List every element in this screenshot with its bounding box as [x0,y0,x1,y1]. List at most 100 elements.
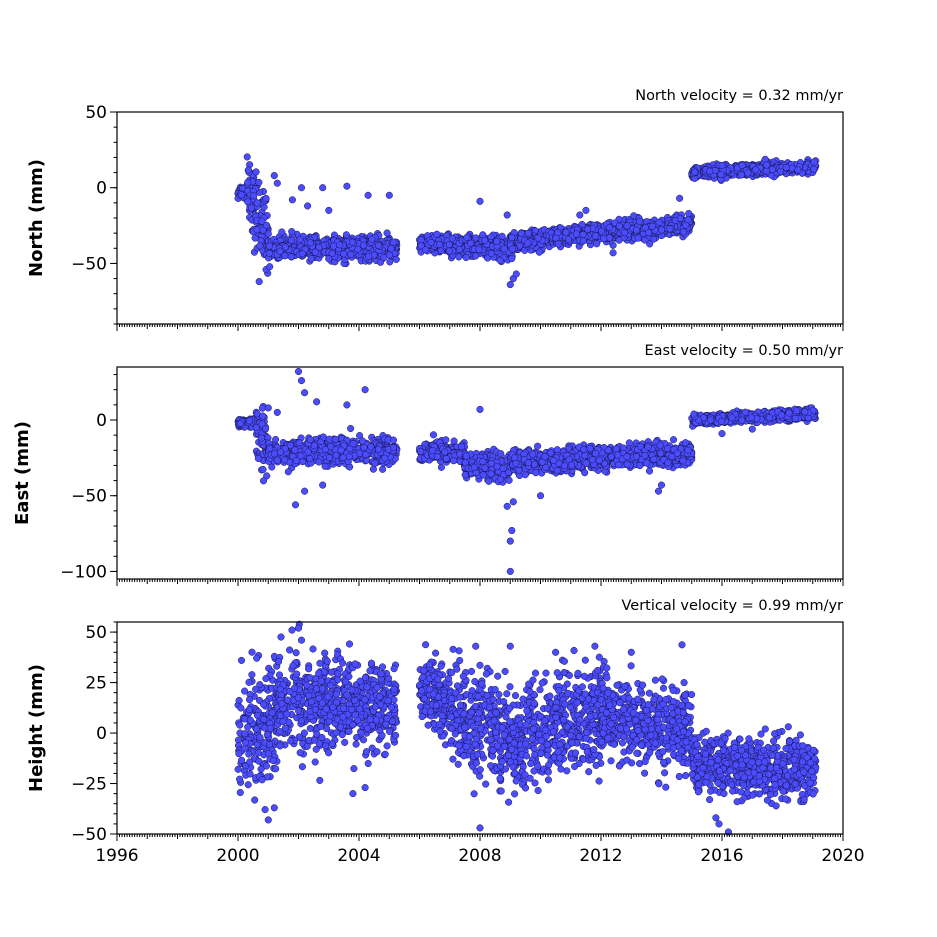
east-data-point [236,419,244,427]
north-outlier-point [255,278,263,286]
east-data-point [306,455,314,463]
east-data-point [276,448,285,456]
east-data-point [428,447,437,455]
north-data-point [278,228,286,236]
north-data-point [383,229,391,237]
north-data-point [564,236,573,244]
east-data-point [461,459,469,467]
east-data-point [345,453,353,461]
east-data-point [284,468,292,476]
north-data-point [386,258,394,266]
north-data-point [648,222,656,230]
north-ytick-label: −50 [71,254,107,274]
north-data-point [634,234,642,242]
north-data-point [265,249,273,257]
north-data-point [368,235,376,243]
north-data-point [387,245,395,253]
north-data-point [472,252,480,260]
north-data-point [810,165,818,173]
east-data-point [499,464,507,473]
east-data-point [461,471,469,479]
east-data-point [433,452,441,461]
north-data-point [463,233,471,241]
north-data-point [462,253,470,262]
east-data-point [669,436,678,444]
east-data-point [356,449,364,457]
north-outlier-point [476,197,484,205]
north-data-point [524,229,532,237]
east-velocity-label: East velocity = 0.50 mm/yr [644,343,843,359]
north-outlier-point [576,211,584,219]
east-data-point [481,464,489,472]
north-data-point [481,236,489,244]
north-outlier-point [319,184,327,192]
north-data-point [752,166,760,174]
east-data-point [389,436,398,444]
north-data-point [296,236,304,244]
north-data-point [621,229,629,237]
east-data-point [441,448,449,456]
north-data-point [244,166,252,174]
east-data-point [273,456,282,464]
north-data-point [579,230,587,239]
east-data-point [456,450,464,458]
east-data-point [442,455,450,463]
east-data-point [262,425,270,433]
east-data-point [254,454,262,462]
north-data-point [276,247,284,255]
north-data-point [435,240,443,248]
north-data-point [717,170,725,178]
north-data-point [487,249,495,258]
north-data-point [392,255,400,263]
north-data-point [472,234,480,242]
east-data-point [457,442,465,450]
north-data-point [810,158,818,166]
north-data-point [253,199,261,207]
north-data-point [256,242,264,250]
north-data-point [340,250,348,258]
north-data-point [554,228,562,237]
north-data-point [244,198,252,206]
north-data-point [244,178,252,186]
east-data-point [325,435,333,443]
north-data-point [500,245,508,253]
east-data-point [450,437,458,445]
east-data-point [487,459,495,468]
north-data-point [311,248,319,256]
north-data-point [342,231,350,239]
north-data-point [365,252,373,260]
north-data-point [251,234,259,242]
east-data-point [258,404,266,412]
north-outlier-point [503,211,511,219]
north-data-point [258,217,266,225]
east-data-point [367,443,375,451]
north-data-point [307,255,315,263]
north-data-point [598,227,606,235]
north-ytick-label: 50 [85,103,107,123]
east-data-point [297,452,305,460]
north-data-point [306,239,314,247]
north-data-point [455,253,463,261]
east-data-point [462,452,470,460]
east-data-point [321,445,329,454]
north-data-point [562,228,570,236]
east-data-point [319,433,327,441]
north-data-point [554,240,562,248]
north-data-point [247,204,255,212]
east-data-point [442,436,450,444]
north-outlier-point [364,191,372,199]
north-outlier-point [506,281,514,289]
east-data-point [245,417,254,425]
north-data-point [768,165,776,174]
north-data-point [744,169,752,177]
north-data-point [445,247,453,255]
north-data-point [794,166,802,174]
east-data-point [381,454,389,462]
north-data-point [390,238,398,246]
north-data-point [776,167,785,175]
north-data-point [288,228,296,236]
north-outlier-point [273,179,281,187]
north-ytick-label: 0 [96,179,107,199]
north-outlier-point [582,206,590,214]
north-data-point [374,241,383,249]
